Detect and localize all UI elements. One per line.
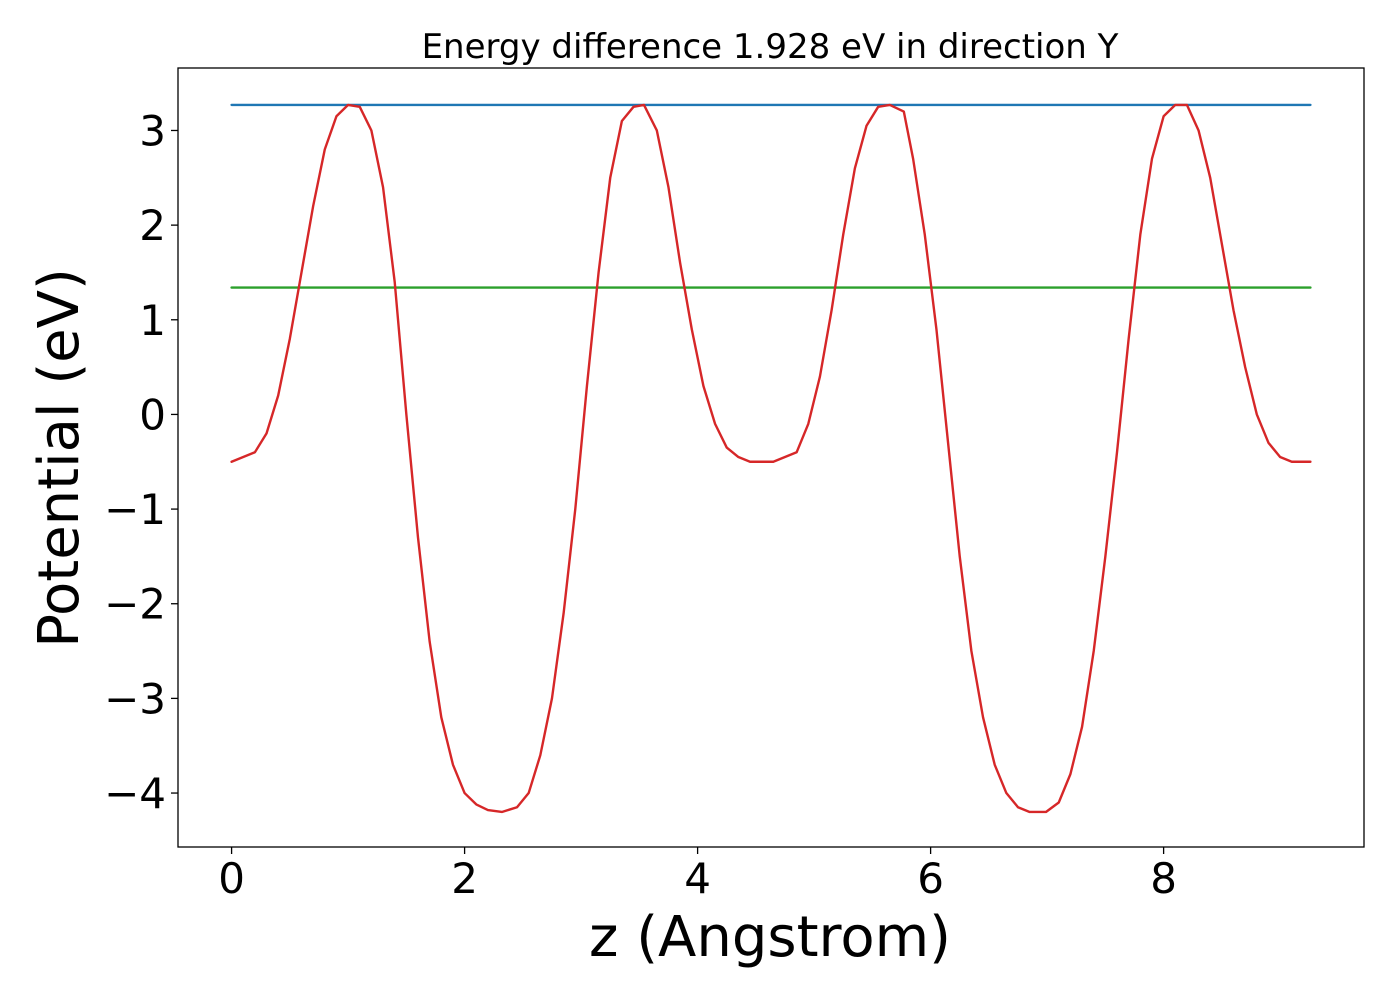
- y-axis: −4 −3 −2 −1 0 1 2 3: [104, 106, 178, 818]
- chart-title: Energy difference 1.928 eV in direction …: [422, 27, 1119, 67]
- x-tick-label: 2: [451, 854, 478, 903]
- x-tick-label: 6: [917, 854, 944, 903]
- y-tick-label: 1: [139, 296, 166, 345]
- x-tick-label: 0: [218, 854, 245, 903]
- x-axis-label: z (Angstrom): [589, 905, 951, 970]
- x-tick-label: 8: [1150, 854, 1177, 903]
- y-tick-label: 3: [139, 106, 166, 155]
- x-axis: 0 2 4 6 8: [218, 847, 1177, 903]
- plot-frame: [177, 67, 1365, 848]
- y-tick-label: −3: [104, 674, 166, 723]
- x-tick-label: 4: [684, 854, 711, 903]
- plot-area: [177, 67, 1365, 848]
- y-tick-label: −1: [104, 485, 166, 534]
- y-tick-label: 0: [139, 390, 166, 439]
- series-layer: [230, 103, 1312, 814]
- series-line-3: [230, 103, 1312, 814]
- y-tick-label: −4: [104, 769, 166, 818]
- y-tick-label: −2: [104, 580, 166, 629]
- y-tick-label: 2: [139, 201, 166, 250]
- y-axis-label: Potential (eV): [27, 268, 92, 648]
